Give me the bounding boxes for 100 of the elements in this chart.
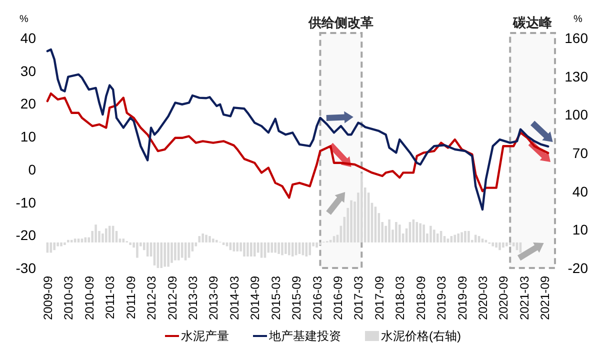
band-label: 供给侧改革 [307, 15, 374, 30]
bar [481, 238, 484, 242]
line-series [46, 92, 550, 199]
x-tick-label: 2014-03 [227, 276, 242, 320]
legend-label: 地产基建投资 [268, 329, 341, 343]
y2-tick-label: 40 [572, 183, 588, 200]
bar [502, 242, 504, 248]
x-tick-label: 2019-03 [434, 276, 449, 320]
x-tick-label: 2020-03 [476, 276, 490, 320]
bar [278, 242, 280, 254]
bar [246, 242, 249, 256]
bar [274, 242, 276, 253]
bar [316, 242, 318, 248]
y-tick-label: 0 [28, 161, 36, 178]
y-tick-label: -20 [16, 227, 36, 244]
bar [167, 242, 170, 267]
bar [430, 226, 432, 242]
x-tick-label: 2011-09 [124, 276, 138, 320]
bar [94, 224, 97, 242]
bar [53, 242, 56, 250]
y-axis-title: % [20, 14, 29, 25]
legend-label: 水泥产量 [181, 329, 229, 343]
bar [332, 236, 336, 242]
bar [512, 242, 515, 246]
bar [77, 238, 80, 242]
x-tick-label: 2018-03 [393, 276, 408, 320]
bar [70, 240, 73, 242]
y2-tick-label: 70 [572, 145, 588, 161]
x-tick-label: 2019-09 [455, 276, 470, 320]
bar [105, 228, 108, 242]
x-tick-label: 2009-09 [40, 276, 55, 320]
y-tick-label: 30 [20, 62, 36, 79]
bar [492, 242, 494, 246]
x-tick-label: 2016-03 [310, 276, 324, 320]
bar [129, 242, 132, 245]
bar [398, 224, 401, 242]
bar [450, 236, 453, 242]
bar [67, 240, 70, 242]
x-tick-label: 2015-03 [268, 276, 283, 320]
x-tick-label: 2012-03 [144, 276, 159, 320]
bar [250, 242, 252, 256]
y2-tick-label: 130 [564, 68, 588, 84]
bar [506, 242, 508, 246]
y-tick-label: -30 [16, 260, 36, 276]
y-tick-label: 40 [20, 30, 36, 46]
bar [74, 238, 76, 242]
y2-tick-label: 160 [564, 30, 588, 46]
x-tick-label: 2017-09 [372, 276, 386, 320]
y2-tick-label: -20 [568, 260, 588, 276]
y2-axis-title: % [574, 14, 583, 25]
bar [281, 242, 284, 256]
y2-tick-label: 10 [572, 222, 588, 238]
bar [174, 242, 176, 260]
x-tick-label: 2017-03 [352, 276, 366, 320]
legend-label: 水泥价格(右轴) [381, 329, 461, 343]
bar [236, 242, 238, 252]
x-tick-label: 2011-03 [103, 276, 118, 320]
bar [388, 219, 390, 242]
bar [270, 242, 274, 253]
bar [284, 242, 287, 254]
bar [308, 242, 311, 256]
bar [136, 242, 138, 258]
bar [360, 173, 363, 242]
bar [495, 242, 498, 248]
bar [422, 224, 425, 242]
x-tick-label: 2010-03 [62, 276, 76, 320]
bar [508, 242, 512, 245]
bar [226, 242, 228, 246]
x-tick-label: 2018-09 [414, 276, 428, 320]
x-tick-label: 2020-09 [496, 276, 511, 320]
bar [64, 242, 66, 245]
bar [350, 200, 352, 242]
bar [468, 230, 470, 242]
y-tick-label: 10 [20, 128, 36, 145]
bar [60, 242, 62, 246]
bar [446, 238, 450, 242]
bar [460, 232, 463, 242]
bar [498, 242, 501, 250]
x-tick-label: 2016-09 [330, 276, 345, 320]
x-tick-label: 2013-09 [206, 276, 221, 320]
bar [478, 236, 480, 242]
bar [212, 238, 214, 242]
bar [202, 234, 204, 242]
bar [122, 238, 125, 242]
bar [319, 242, 322, 245]
bar [80, 238, 84, 242]
bar [457, 234, 460, 242]
bar [215, 240, 218, 242]
bar [464, 230, 466, 242]
bar [164, 242, 166, 267]
bar [198, 236, 201, 242]
x-tick-label: 2014-09 [248, 276, 262, 320]
y2-tick-label: 100 [564, 106, 588, 123]
y-tick-label: -10 [16, 194, 36, 210]
bar [205, 234, 208, 242]
band-label: 碳达峰 [512, 15, 554, 30]
bar [178, 242, 180, 260]
y-tick-label: 20 [20, 96, 36, 112]
bar [454, 234, 456, 242]
x-tick-label: 2015-09 [290, 276, 304, 320]
